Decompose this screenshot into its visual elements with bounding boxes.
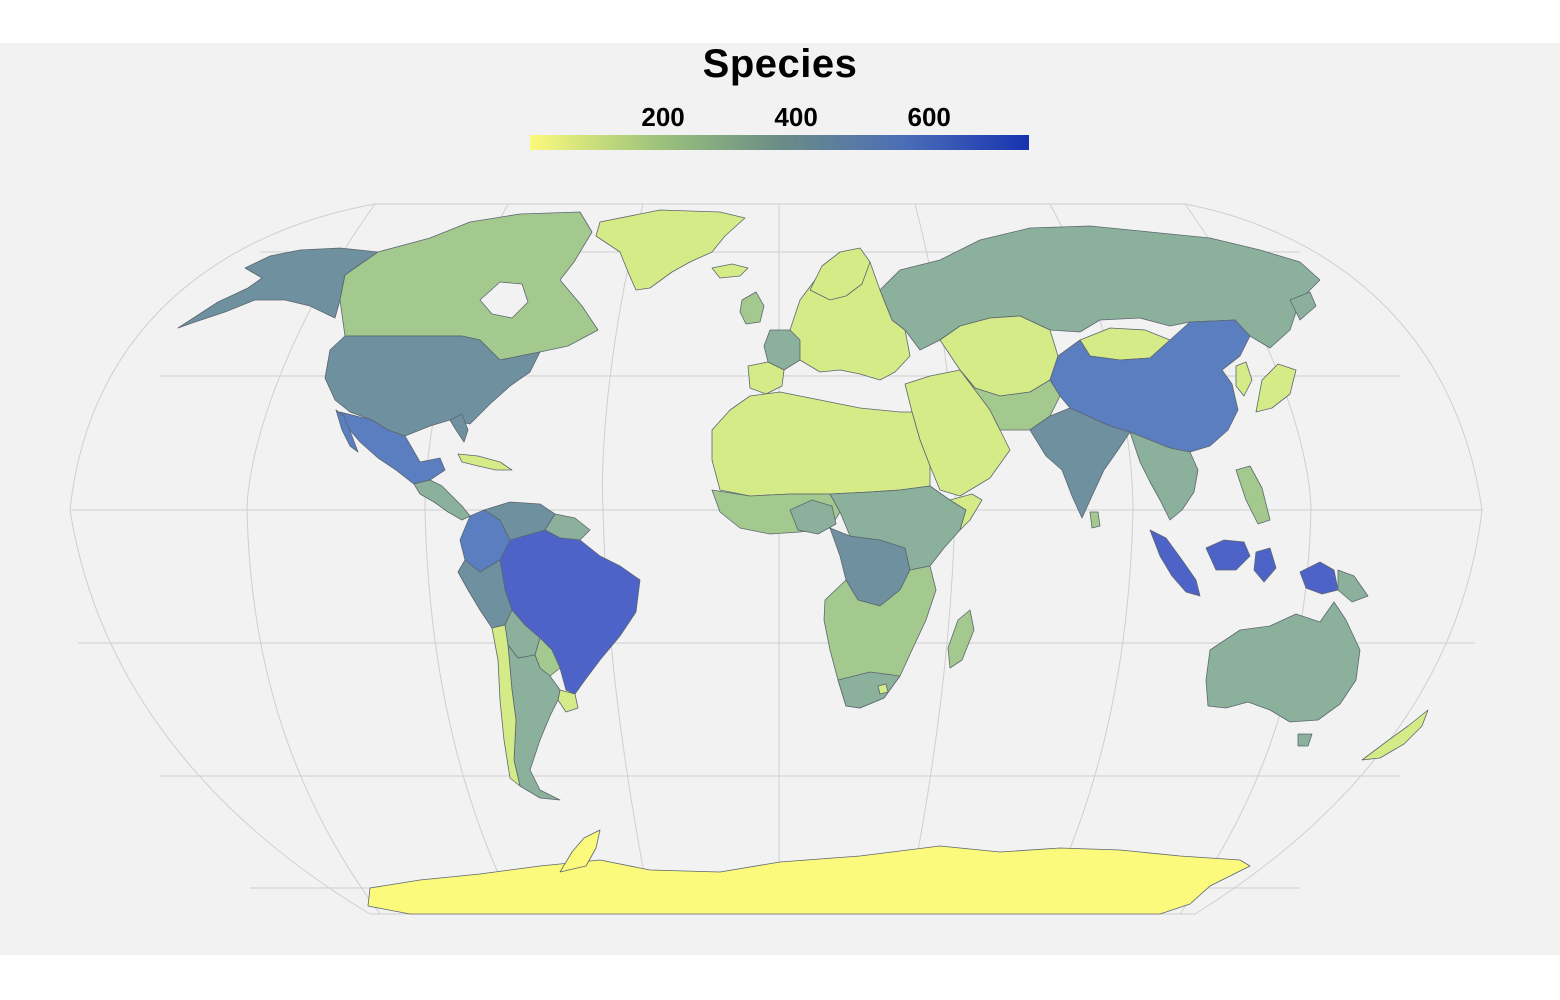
region-caribbean [457, 453, 513, 471]
region-alaska [177, 247, 379, 329]
legend-tick-600: 600 [907, 102, 951, 132]
region-mexico [339, 411, 446, 485]
region-india [1029, 407, 1131, 519]
region-hudson-bay [479, 281, 529, 319]
region-lesotho [877, 683, 889, 695]
region-north-africa [711, 391, 931, 497]
region-russia [879, 225, 1321, 351]
region-korea-japan [1235, 361, 1253, 397]
region-scandinavia [809, 247, 871, 301]
color-legend: 200 400 600 [530, 100, 1030, 152]
region-uk [739, 291, 765, 325]
region-australia [1205, 601, 1361, 723]
region-iceland [711, 263, 749, 279]
region-nigeria [789, 499, 837, 535]
region-horn [949, 493, 983, 531]
region-iran-afghanistan [959, 369, 1061, 431]
region-madagascar [947, 609, 975, 669]
region-iberia [747, 361, 785, 395]
region-central-america [413, 479, 471, 521]
region-baja [335, 409, 359, 453]
legend-tick-400: 400 [774, 102, 818, 132]
region-france [763, 329, 801, 371]
region-philippines [1235, 465, 1271, 525]
region-chile [491, 624, 521, 787]
region-sri-lanka [1089, 511, 1101, 529]
region-sulawesi [1253, 547, 1277, 583]
region-sumatra-java [1149, 529, 1201, 597]
region-florida [449, 413, 469, 443]
region-southern-africa [823, 565, 937, 709]
legend-color-bar [530, 135, 1029, 150]
region-southeast-asia [1129, 431, 1199, 521]
projection-outline [69, 203, 1483, 915]
region-png [1337, 569, 1369, 603]
legend-tick-200: 200 [641, 102, 685, 132]
region-greenland [595, 209, 746, 291]
region-borneo [1205, 539, 1251, 571]
region-tasmania [1297, 733, 1313, 747]
region-south-africa [837, 671, 901, 709]
region-antarctica [367, 845, 1251, 915]
legend-title: Species [702, 42, 858, 86]
region-japan [1255, 363, 1297, 413]
region-new-zealand [1361, 709, 1429, 761]
region-kamchatka [1289, 291, 1317, 321]
region-antarctic-peninsula [559, 829, 601, 873]
